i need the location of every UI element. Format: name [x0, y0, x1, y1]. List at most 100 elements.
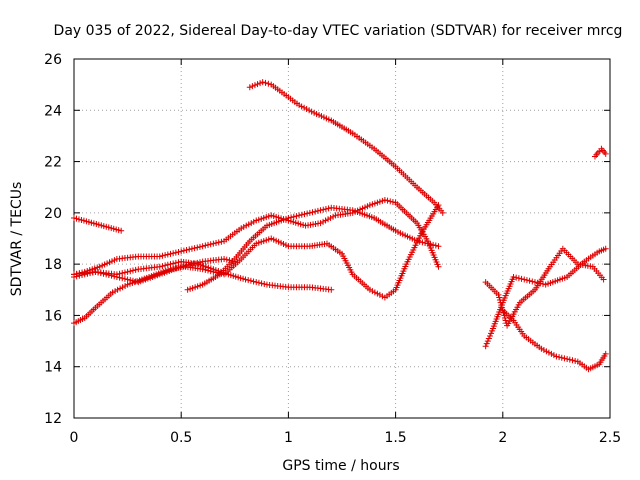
data-point: [543, 348, 550, 355]
data-point: [212, 267, 219, 274]
data-point: [76, 272, 83, 279]
data-point: [111, 273, 118, 280]
data-point: [189, 285, 196, 292]
data-point: [501, 314, 508, 321]
data-point: [566, 356, 573, 363]
data-point: [207, 265, 214, 272]
data-point: [298, 211, 305, 218]
data-point: [483, 340, 490, 347]
data-point: [296, 212, 303, 219]
x-tick-label: 2.5: [599, 430, 621, 446]
data-point: [322, 206, 329, 213]
data-point: [188, 261, 195, 268]
data-point: [187, 285, 194, 292]
data-point: [301, 211, 308, 218]
y-tick-label: 14: [44, 360, 62, 376]
data-point: [180, 247, 187, 254]
data-point: [515, 275, 522, 282]
data-point: [162, 262, 169, 269]
y-tick-labels: 12 14 16 18 20 22 24 26: [44, 52, 62, 427]
data-point: [558, 354, 565, 361]
data-point: [221, 256, 228, 263]
data-point: [180, 263, 187, 270]
data-point: [298, 103, 305, 110]
data-point: [249, 83, 256, 90]
data-point: [122, 282, 129, 289]
data-point: [191, 245, 198, 252]
y-tick-label: 12: [44, 411, 62, 427]
data-point: [175, 248, 182, 255]
data-point: [246, 84, 253, 91]
data-point: [424, 240, 431, 247]
data-point: [172, 249, 179, 256]
data-point: [500, 309, 507, 316]
data-point: [374, 290, 381, 297]
data-point: [257, 80, 264, 87]
data-point: [183, 262, 190, 269]
data-point: [414, 238, 421, 245]
data-point: [112, 288, 119, 295]
data-point: [564, 356, 571, 363]
data-point: [485, 335, 492, 342]
data-point: [95, 269, 102, 276]
y-tick-label: 24: [44, 103, 62, 119]
data-point: [218, 238, 225, 245]
chart-title: Day 035 of 2022, Sidereal Day-to-day VTE…: [54, 23, 623, 39]
data-point: [184, 286, 191, 293]
data-point: [205, 264, 212, 271]
data-point: [369, 288, 376, 295]
data-point: [526, 277, 533, 284]
data-point: [117, 285, 124, 292]
data-point: [290, 213, 297, 220]
data-point: [495, 291, 502, 298]
x-tick-label: 0.5: [170, 430, 192, 446]
data-point: [167, 250, 174, 257]
data-point: [238, 225, 245, 232]
data-point: [121, 275, 128, 282]
data-point: [374, 199, 381, 206]
x-tick-label: 1.5: [384, 430, 406, 446]
data-point: [159, 252, 166, 259]
data-point: [255, 216, 262, 223]
data-point: [498, 302, 505, 309]
data-point: [202, 266, 209, 273]
data-point: [550, 352, 557, 359]
data-point: [192, 284, 199, 291]
data-point: [191, 260, 198, 267]
data-point: [242, 276, 249, 283]
data-point: [484, 338, 491, 345]
data-point: [255, 239, 262, 246]
series-s1: [71, 214, 125, 234]
data-point: [317, 207, 324, 214]
data-point: [531, 279, 538, 286]
data-point: [108, 272, 115, 279]
data-point: [129, 267, 136, 274]
data-point: [510, 273, 517, 280]
series-s7: [184, 204, 442, 293]
data-point: [296, 102, 303, 109]
data-point: [258, 280, 265, 287]
data-point: [89, 269, 96, 276]
data-point: [499, 304, 506, 311]
data-point: [561, 355, 568, 362]
data-point: [285, 214, 292, 221]
data-point: [207, 241, 214, 248]
data-point: [250, 278, 257, 285]
x-tick-label: 2: [498, 430, 507, 446]
data-point: [92, 268, 99, 275]
data-point: [502, 317, 509, 324]
data-point: [159, 263, 166, 270]
data-point: [109, 289, 116, 296]
series-s6: [71, 256, 238, 286]
y-tick-label: 18: [44, 257, 62, 273]
data-point: [309, 209, 316, 216]
data-point: [327, 214, 334, 221]
data-point: [199, 266, 206, 273]
data-point: [435, 263, 442, 270]
data-point: [540, 281, 546, 288]
data-point: [129, 277, 136, 284]
data-point: [205, 241, 211, 248]
data-point: [172, 259, 179, 266]
data-point: [114, 286, 121, 293]
